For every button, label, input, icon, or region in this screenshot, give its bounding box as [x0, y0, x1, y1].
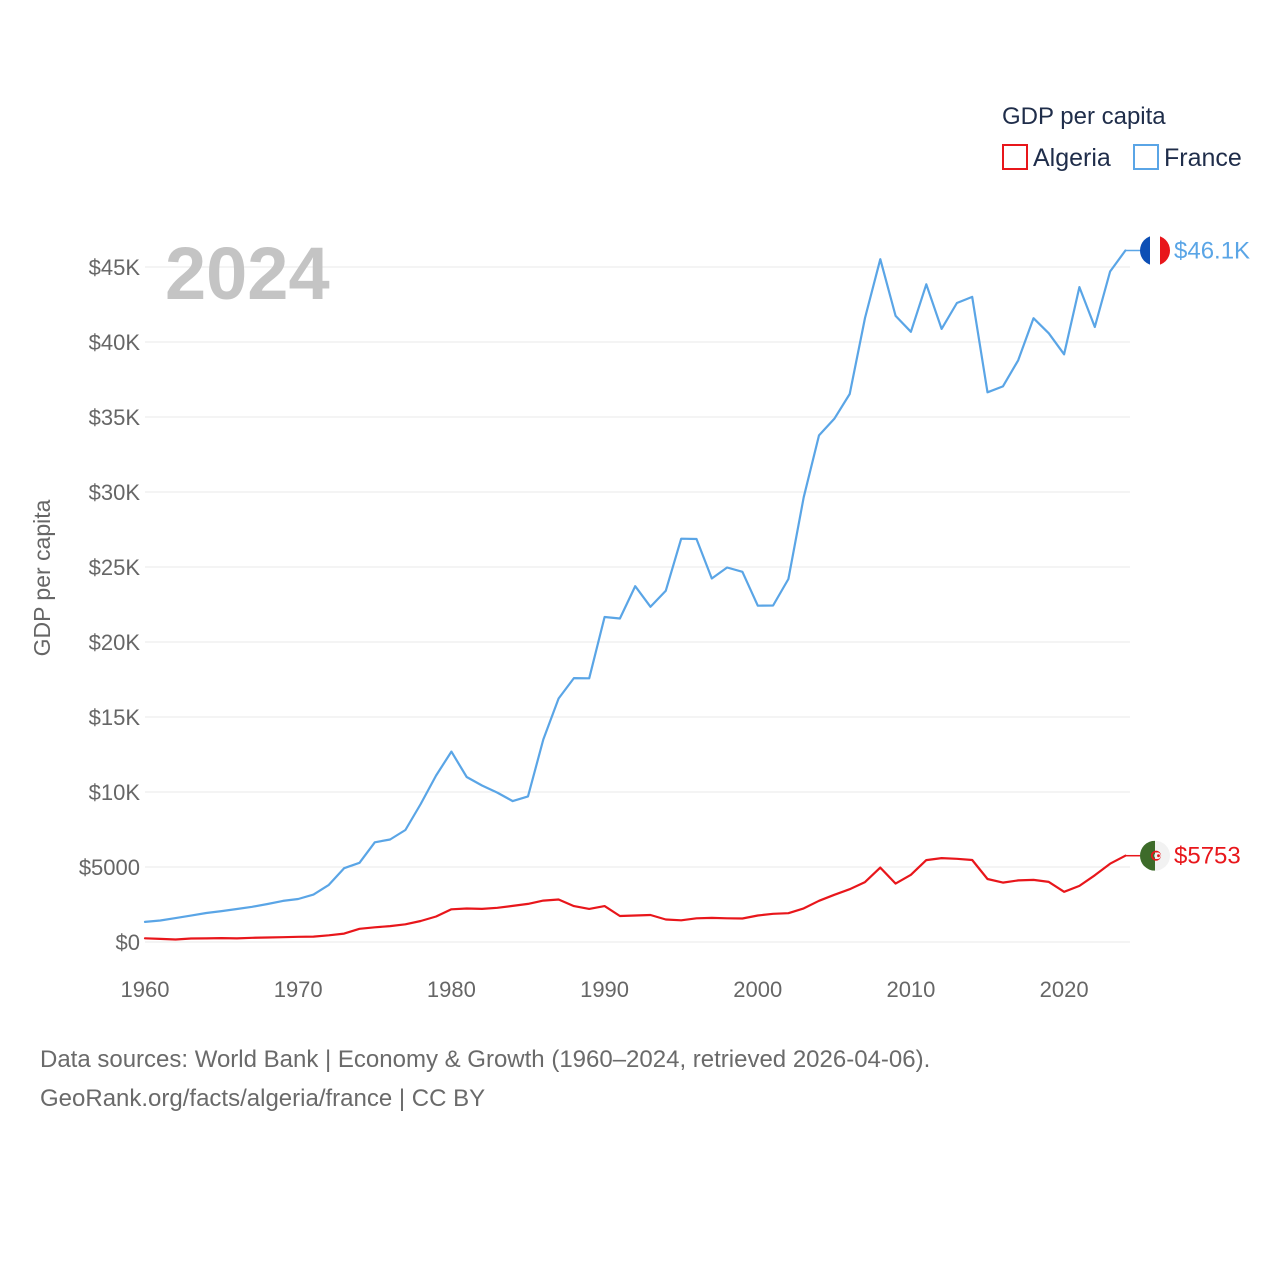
- footer-attribution: GeoRank.org/facts/algeria/france | CC BY: [40, 1085, 486, 1112]
- y-tick-label: $45K: [89, 255, 141, 280]
- y-tick-label: $30K: [89, 480, 141, 505]
- algeria-flag-icon: [1140, 840, 1170, 871]
- france-end-value: $46.1K: [1174, 238, 1250, 265]
- legend-title: GDP per capita: [1002, 103, 1166, 130]
- legend-label-france: France: [1164, 144, 1242, 172]
- series-line-france: [143, 249, 1127, 924]
- gridlines: [145, 266, 1130, 943]
- legend: GDP per capita Algeria France: [1002, 103, 1242, 172]
- y-tick-label: $15K: [89, 705, 141, 730]
- series-line-algeria: [143, 854, 1127, 941]
- x-tick-label: 2020: [1040, 977, 1089, 1002]
- footer-sources: Data sources: World Bank | Economy & Gro…: [40, 1046, 931, 1073]
- x-tick-label: 1960: [121, 977, 170, 1002]
- end-marker-france: $46.1K: [1125, 235, 1250, 266]
- y-tick-label: $20K: [89, 630, 141, 655]
- y-tick-label: $5000: [79, 855, 140, 880]
- x-tick-label: 1970: [274, 977, 323, 1002]
- x-tick-label: 2010: [886, 977, 935, 1002]
- x-tick-label: 1990: [580, 977, 629, 1002]
- france-flag-icon: [1140, 235, 1170, 266]
- y-tick-label: $40K: [89, 330, 141, 355]
- algeria-end-value: $5753: [1174, 843, 1241, 870]
- end-marker-algeria: $5753: [1125, 840, 1241, 871]
- x-tick-label: 1980: [427, 977, 476, 1002]
- legend-label-algeria: Algeria: [1033, 144, 1111, 172]
- x-axis-ticks: 1960 1970 1980 1990 2000 2010 2020: [121, 977, 1089, 1002]
- y-tick-label: $35K: [89, 405, 141, 430]
- series-lines: [143, 249, 1127, 941]
- y-tick-label: $0: [116, 930, 140, 955]
- current-year-label: 2024: [165, 232, 330, 315]
- y-tick-label: $10K: [89, 780, 141, 805]
- x-tick-label: 2000: [733, 977, 782, 1002]
- y-axis-title: GDP per capita: [29, 499, 55, 656]
- y-tick-label: $25K: [89, 555, 141, 580]
- legend-swatch-algeria: [1002, 144, 1028, 170]
- y-axis-ticks: $0 $5000 $10K $15K $20K $25K $30K $35K $40K $45K: [79, 255, 141, 955]
- legend-swatch-france: [1133, 144, 1159, 170]
